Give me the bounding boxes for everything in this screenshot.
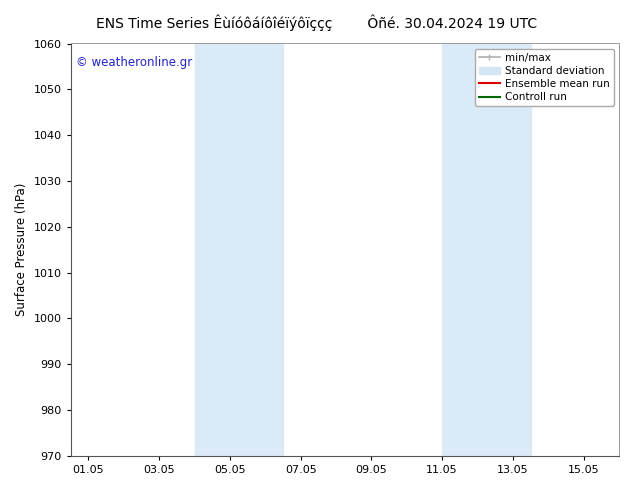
Text: ENS Time Series Êùíóôáíôîéïýôïççç        Ôñé. 30.04.2024 19 UTC: ENS Time Series Êùíóôáíôîéïýôïççç Ôñé. 3… <box>96 15 538 31</box>
Y-axis label: Surface Pressure (hPa): Surface Pressure (hPa) <box>15 183 28 317</box>
Legend: min/max, Standard deviation, Ensemble mean run, Controll run: min/max, Standard deviation, Ensemble me… <box>475 49 614 106</box>
Bar <box>195 44 283 456</box>
Text: © weatheronline.gr: © weatheronline.gr <box>76 56 193 69</box>
Bar <box>442 44 531 456</box>
